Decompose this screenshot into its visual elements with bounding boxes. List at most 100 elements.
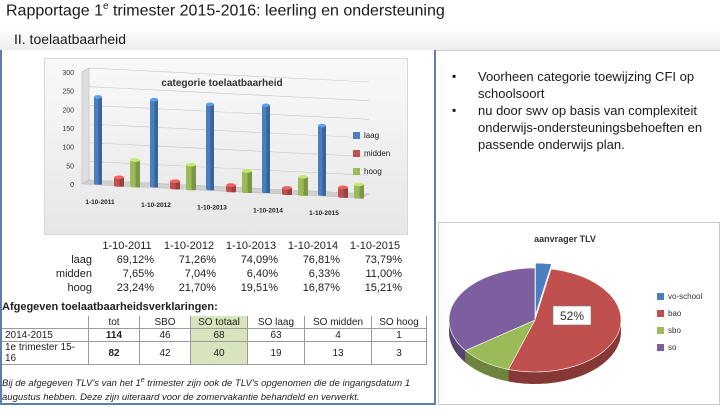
row-label: midden xyxy=(55,268,92,280)
gridline xyxy=(88,123,370,139)
column-header: SO totaal xyxy=(190,316,248,329)
column-header: 1-10-2013 xyxy=(225,240,277,252)
legend-label: bao xyxy=(668,309,682,318)
table-cell: 13 xyxy=(304,341,372,365)
column-header: 1-10-2015 xyxy=(349,240,401,252)
bar-hoog xyxy=(242,169,252,193)
table-cell: 6,40% xyxy=(246,268,278,280)
bar-laag xyxy=(150,97,158,188)
table-cell: 6,33% xyxy=(308,268,340,280)
bar-hoog xyxy=(298,174,308,196)
gridline xyxy=(88,67,370,83)
slide-title: Rapportage 1e trimester 2015-2016: leerl… xyxy=(6,1,445,20)
table-cell: 76,81% xyxy=(302,254,340,266)
y-tick-label: 100 xyxy=(62,145,74,152)
pie-chart: aanvrager TLV vo-school bao sbo so 52% xyxy=(448,234,702,384)
x-tick-label: 1-10-2013 xyxy=(197,205,227,212)
y-tick-label: 0 xyxy=(70,182,74,189)
bar-laag xyxy=(318,123,326,196)
y-tick-label: 50 xyxy=(66,163,74,170)
percentage-table: 1-10-2011 1-10-2012 1-10-2013 1-10-2014 … xyxy=(44,239,406,295)
y-tick-label: 300 xyxy=(62,70,74,77)
bullet-item: Voorheen categorie toewijzing CFI op sch… xyxy=(452,68,714,102)
legend-label: laag xyxy=(364,131,379,140)
legend-swatch xyxy=(657,293,664,300)
table-cell: 46 xyxy=(139,328,191,342)
table-cell: 1 xyxy=(371,328,427,342)
legend-swatch xyxy=(353,150,360,157)
bar-midden xyxy=(114,175,124,187)
y-tick-label: 250 xyxy=(62,89,74,96)
column-header: SO midden xyxy=(304,316,372,329)
table-cell: 114 xyxy=(88,328,140,342)
column-header: 1-10-2014 xyxy=(287,240,339,252)
x-tick-label: 1-10-2012 xyxy=(141,202,171,209)
table-header-row: 1-10-2011 1-10-2012 1-10-2013 1-10-2014 … xyxy=(44,239,406,253)
bar-chart: categorie toelaatbaarheid 0 50 100 150 200 25… xyxy=(62,67,390,217)
row-label: hoog xyxy=(67,282,92,294)
table-row: midden 7,65% 7,04% 6,40% 6,33% 11,00% xyxy=(44,267,406,281)
row-label: laag xyxy=(71,254,92,266)
pie-slice-vo-school xyxy=(535,262,552,316)
table-row: hoog 23,24% 21,70% 19,51% 16,87% 15,21% xyxy=(44,281,406,295)
x-tick-label: 1-10-2015 xyxy=(309,210,339,217)
table-cell: 3 xyxy=(371,341,427,365)
legend-label: midden xyxy=(364,149,390,158)
table-cell: 7,04% xyxy=(184,268,216,280)
bullet-item: nu door swv op basis van complexiteit on… xyxy=(452,102,714,153)
table-cell: 63 xyxy=(247,328,305,342)
table-cell: 23,24% xyxy=(116,282,154,294)
bar-hoog xyxy=(354,182,364,199)
legend-label: hoog xyxy=(364,167,382,176)
gridline xyxy=(88,142,370,157)
y-tick-label: 200 xyxy=(62,107,74,114)
x-tick-label: 1-10-2011 xyxy=(85,199,115,206)
bar-midden xyxy=(170,179,180,190)
pie-chart-title: aanvrager TLV xyxy=(534,234,596,244)
row-label: 1e trimester 15-16 xyxy=(2,341,89,365)
table-cell: 71,26% xyxy=(178,254,216,266)
gridline xyxy=(88,86,370,101)
bar-chart-title: categorie toelaatbaarheid xyxy=(161,78,282,89)
table-cell: 15,21% xyxy=(364,282,402,294)
legend-swatch xyxy=(657,327,664,334)
table-cell: 21,70% xyxy=(178,282,216,294)
pie-slice-so xyxy=(448,267,536,351)
table-row: 1e trimester 15-16 82 42 40 19 13 3 xyxy=(2,341,427,365)
chart-side-wall xyxy=(81,67,90,185)
table-cell: 7,65% xyxy=(122,268,154,280)
table-cell: 19,51% xyxy=(240,282,278,294)
bar-laag xyxy=(206,102,214,191)
table-cell: 11,00% xyxy=(365,268,403,280)
legend-swatch xyxy=(657,310,664,317)
column-header: tot xyxy=(88,316,140,329)
column-header: SBO xyxy=(139,316,191,329)
table-cell: 16,87% xyxy=(302,282,340,294)
table-row: laag 69,12% 71,26% 74,09% 76,81% 73,79% xyxy=(44,253,406,267)
legend-swatch xyxy=(657,344,664,351)
pie-side-so xyxy=(449,320,466,363)
table-cell: 4 xyxy=(304,328,372,342)
bar-midden xyxy=(282,186,292,195)
column-header: 1-10-2011 xyxy=(102,240,152,252)
gridline xyxy=(88,105,370,120)
table-cell: 68 xyxy=(190,328,248,342)
slide-subtitle: II. toelaatbaarheid xyxy=(14,31,127,47)
table-cell: 73,79% xyxy=(364,254,402,266)
legend-swatch xyxy=(353,132,360,139)
pie-chart-panel: aanvrager TLV vo-school bao sbo so 52% xyxy=(438,222,720,405)
table-cell: 82 xyxy=(88,341,140,365)
bullet-list: Voorheen categorie toewijzing CFI op sch… xyxy=(452,68,714,153)
column-header: 1-10-2012 xyxy=(163,240,215,252)
column-header: SO laag xyxy=(247,316,305,329)
pie-data-label: 52% xyxy=(560,309,584,323)
tlv-count-table: tot SBO SO totaal SO laag SO midden SO h… xyxy=(2,316,427,365)
table-cell: 42 xyxy=(139,341,191,365)
legend-label: vo-school xyxy=(668,292,702,301)
y-tick-label: 150 xyxy=(62,126,74,133)
table-cell: 69,12% xyxy=(116,254,154,266)
legend-label: so xyxy=(668,343,677,352)
legend-label: sbo xyxy=(668,326,681,335)
bar-midden xyxy=(338,185,348,198)
bar-laag xyxy=(94,95,102,185)
